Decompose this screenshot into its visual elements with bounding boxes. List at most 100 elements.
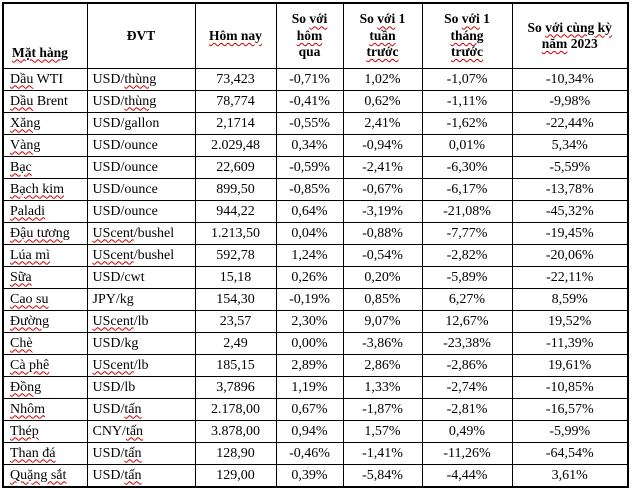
spellchecked-word: tấn — [124, 445, 142, 461]
vs-week-cell: 2,86% — [342, 354, 423, 377]
text-segment: USD/gallon — [92, 115, 160, 131]
vs-week-cell: -1,87% — [342, 398, 423, 421]
commodity-name-cell: Paladi — [2, 200, 88, 223]
text-segment: USD/ounce — [92, 203, 158, 219]
vs-month-cell: -2,82% — [421, 244, 513, 267]
vs-year2023-cell: -10,85% — [511, 376, 629, 399]
unit-cell: UScent/lb — [86, 354, 196, 377]
spellchecked-word: Dầu — [10, 71, 34, 87]
column-header-vs-1-tuan: So với 1 tuần trước — [342, 2, 423, 69]
unit-cell: USD/lb — [86, 376, 196, 399]
spellchecked-word: Lúa mì — [10, 247, 51, 263]
unit-cell: CNY/tấn — [86, 420, 196, 443]
table-row: Nhôm USD/tấn 2.178,00 0,67% -1,87% -2,81% -16,… — [2, 398, 629, 421]
vs-year2023-cell: -45,32% — [511, 200, 629, 223]
vs-week-cell: 9,07% — [342, 310, 423, 333]
vs-week-cell: 1,02% — [342, 68, 423, 91]
text-segment: /bushel — [133, 225, 175, 241]
vs-week-cell: 1,57% — [342, 420, 423, 443]
text-segment: 2023 — [567, 36, 598, 51]
vs-month-cell: -6,17% — [421, 178, 513, 201]
text-segment: Brent — [33, 93, 68, 109]
spellchecked-word: Paladi — [10, 203, 45, 219]
vs-month-cell: -1,11% — [421, 90, 513, 113]
vs-yesterday-cell: -0,85% — [275, 178, 344, 201]
table-row: Bạch kim USD/ounce 899,50 -0,85% -0,67% -6,17… — [2, 178, 629, 201]
text-segment: USD/kg — [92, 335, 139, 351]
vs-yesterday-cell: -0,41% — [275, 90, 344, 113]
text-segment: 1 — [395, 11, 406, 27]
spellchecked-word: với — [309, 11, 328, 27]
table-row: Lúa mì UScent/bushel 592,78 1,24% -0,54% -2,8… — [2, 244, 629, 267]
spellchecked-word: UScent — [92, 247, 134, 263]
table-row: Đường UScent/lb 23,57 2,30% 9,07% 12,67% 19,52… — [2, 310, 629, 333]
vs-week-cell: 2,41% — [342, 112, 423, 135]
text-segment: USD/ — [92, 445, 125, 461]
today-cell: 2,1714 — [194, 112, 277, 135]
text-segment: So — [527, 19, 546, 35]
commodity-name-cell: Than đá — [2, 442, 88, 465]
spellchecked-word: với — [461, 11, 480, 27]
commodity-name-cell: Dầu WTI — [2, 68, 88, 91]
vs-year2023-cell: 5,34% — [511, 134, 629, 157]
text-segment: So — [291, 11, 310, 27]
commodity-name-cell: Bạch kim — [2, 178, 88, 201]
text-segment: USD/ — [92, 93, 125, 109]
vs-month-cell: -4,44% — [421, 464, 513, 488]
vs-yesterday-cell: -0,55% — [275, 112, 344, 135]
header-row: Mặt hàng ĐVT Hôm nay So với hôm qua So với 1 tu… — [2, 2, 629, 69]
unit-cell: USD/tấn — [86, 464, 196, 488]
vs-year2023-cell: -5,99% — [511, 420, 629, 443]
commodity-name-cell: Đậu tương — [2, 222, 88, 245]
text-segment: /lb — [133, 357, 149, 373]
spellchecked-word: tháng — [450, 27, 484, 43]
spellchecked-word: Bạc — [10, 159, 32, 175]
vs-month-cell: -6,30% — [421, 156, 513, 179]
text-segment: ĐVT — [126, 27, 156, 43]
vs-yesterday-cell: -0,71% — [275, 68, 344, 91]
spellchecked-word: tấn — [124, 401, 142, 417]
commodity-name-cell: Đường — [2, 310, 88, 333]
vs-yesterday-cell: 0,00% — [275, 332, 344, 355]
vs-year2023-cell: -5,59% — [511, 156, 629, 179]
text-segment: So — [444, 11, 462, 27]
commodity-price-document: Mặt hàng ĐVT Hôm nay So với hôm qua So với 1 tu… — [2, 2, 629, 488]
today-cell: 2.178,00 — [194, 398, 277, 421]
commodity-name-cell: Quặng sắt — [2, 464, 88, 488]
spellchecked-word: UScent — [92, 225, 134, 241]
spellchecked-word: với — [377, 11, 396, 27]
spellchecked-word: Cà phê — [10, 357, 50, 373]
today-cell: 944,22 — [194, 200, 277, 223]
vs-year2023-cell: -9,98% — [511, 90, 629, 113]
vs-year2023-cell: -22,11% — [511, 266, 629, 289]
today-cell: 78,774 — [194, 90, 277, 113]
vs-yesterday-cell: 0,67% — [275, 398, 344, 421]
text-segment: USD/ounce — [92, 137, 158, 153]
commodity-name-cell: Nhôm — [2, 398, 88, 421]
vs-week-cell: -3,19% — [342, 200, 423, 223]
unit-cell: JPY/kg — [86, 288, 196, 311]
vs-yesterday-cell: 0,64% — [275, 200, 344, 223]
column-header-mat-hang: Mặt hàng — [2, 2, 88, 69]
vs-month-cell: -2,74% — [421, 376, 513, 399]
text-segment: /lb — [133, 313, 149, 329]
vs-yesterday-cell: 2,30% — [275, 310, 344, 333]
table-row: Cao su JPY/kg 154,30 -0,19% 0,85% 6,27% 8,59% — [2, 288, 629, 311]
vs-yesterday-cell: 1,24% — [275, 244, 344, 267]
vs-month-cell: 0,49% — [421, 420, 513, 443]
spellchecked-word: với cùng kỳ — [545, 19, 612, 35]
commodity-price-table: Mặt hàng ĐVT Hôm nay So với hôm qua So với 1 tu… — [2, 2, 629, 488]
vs-month-cell: -23,38% — [421, 332, 513, 355]
unit-cell: USD/gallon — [86, 112, 196, 135]
unit-cell: USD/cwt — [86, 266, 196, 289]
text-segment: WTI — [33, 71, 64, 87]
vs-month-cell: -2,81% — [421, 398, 513, 421]
vs-yesterday-cell: 1,19% — [275, 376, 344, 399]
today-cell: 899,50 — [194, 178, 277, 201]
table-row: Bạc USD/ounce 22,609 -0,59% -2,41% -6,30% -5,5… — [2, 156, 629, 179]
vs-yesterday-cell: 0,34% — [275, 134, 344, 157]
vs-year2023-cell: 19,61% — [511, 354, 629, 377]
spellchecked-word: UScent — [92, 357, 134, 373]
spellchecked-word: Đậu tương — [10, 225, 70, 241]
commodity-name-cell: Lúa mì — [2, 244, 88, 267]
